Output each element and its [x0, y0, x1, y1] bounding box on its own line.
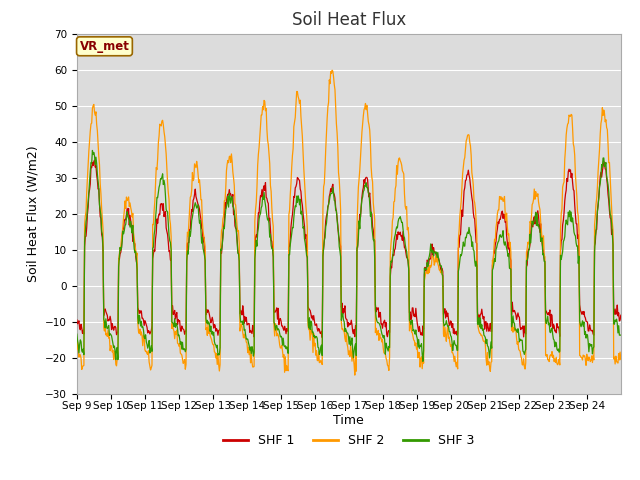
Y-axis label: Soil Heat Flux (W/m2): Soil Heat Flux (W/m2) — [27, 145, 40, 282]
X-axis label: Time: Time — [333, 414, 364, 427]
Title: Soil Heat Flux: Soil Heat Flux — [292, 11, 406, 29]
Legend: SHF 1, SHF 2, SHF 3: SHF 1, SHF 2, SHF 3 — [218, 429, 479, 452]
Text: VR_met: VR_met — [79, 40, 129, 53]
